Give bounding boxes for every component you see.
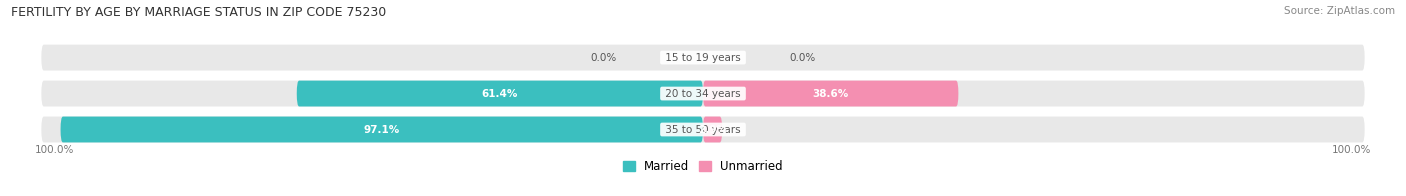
FancyBboxPatch shape	[41, 45, 1365, 71]
FancyBboxPatch shape	[703, 81, 959, 106]
Text: 0.0%: 0.0%	[789, 53, 815, 63]
FancyBboxPatch shape	[703, 117, 723, 142]
FancyBboxPatch shape	[297, 81, 703, 106]
Text: 100.0%: 100.0%	[1331, 145, 1371, 155]
Legend: Married, Unmarried: Married, Unmarried	[623, 160, 783, 173]
Text: 61.4%: 61.4%	[482, 89, 517, 99]
Text: 0.0%: 0.0%	[591, 53, 617, 63]
Text: 15 to 19 years: 15 to 19 years	[662, 53, 744, 63]
Text: 100.0%: 100.0%	[35, 145, 75, 155]
Text: 20 to 34 years: 20 to 34 years	[662, 89, 744, 99]
FancyBboxPatch shape	[41, 117, 1365, 142]
FancyBboxPatch shape	[60, 117, 703, 142]
Text: 2.9%: 2.9%	[699, 124, 727, 134]
Text: FERTILITY BY AGE BY MARRIAGE STATUS IN ZIP CODE 75230: FERTILITY BY AGE BY MARRIAGE STATUS IN Z…	[11, 6, 387, 19]
Text: 97.1%: 97.1%	[364, 124, 399, 134]
Text: 38.6%: 38.6%	[813, 89, 849, 99]
FancyBboxPatch shape	[41, 81, 1365, 106]
Text: 35 to 50 years: 35 to 50 years	[662, 124, 744, 134]
Text: Source: ZipAtlas.com: Source: ZipAtlas.com	[1284, 6, 1395, 16]
